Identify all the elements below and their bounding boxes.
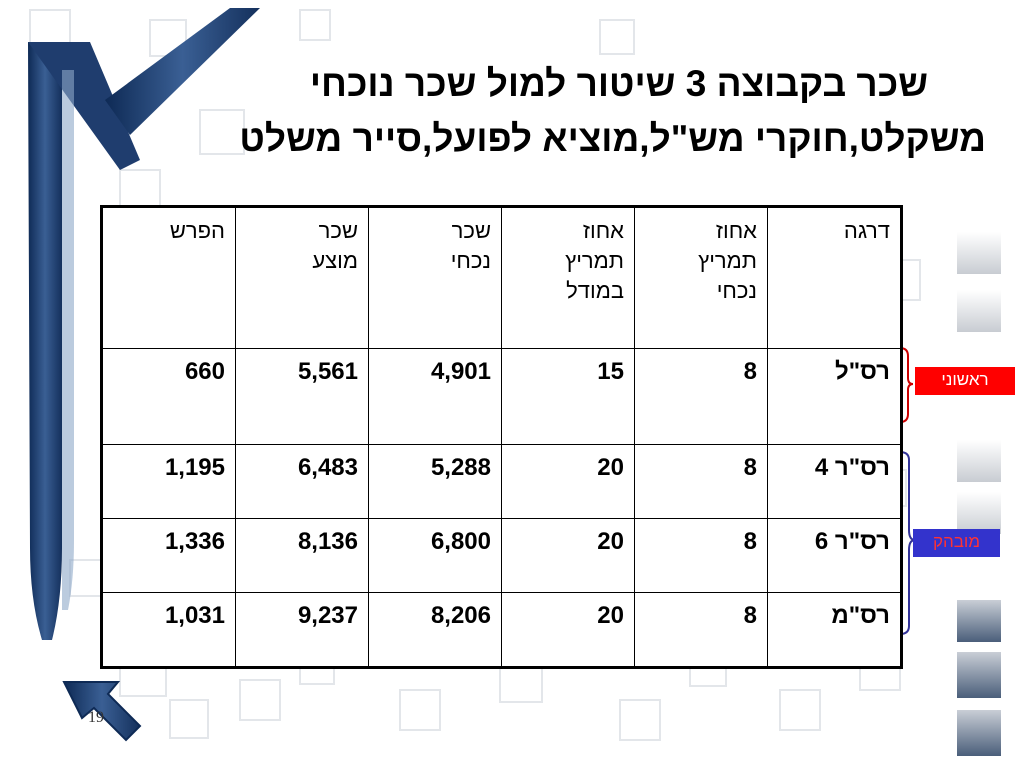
header-line: מוצע <box>312 248 358 273</box>
arrow-icon <box>62 681 142 742</box>
header-line: אחוז <box>582 218 624 243</box>
slide-number: 19 <box>88 709 104 726</box>
frame-accent <box>28 8 260 640</box>
cell-current-incentive: 8 <box>634 444 768 519</box>
cell-model-incentive: 20 <box>501 444 635 519</box>
header-current-incentive: אחוז תמריץ נכחי <box>634 206 768 349</box>
header-line: אחוז <box>715 218 757 243</box>
cell-model-incentive: 20 <box>501 518 635 593</box>
label-senior: מובהק <box>913 529 1000 557</box>
cell-current-incentive: 8 <box>634 518 768 593</box>
cell-difference: 1,031 <box>101 592 236 668</box>
header-line: נכחי <box>716 278 757 303</box>
header-line: נכחי <box>450 248 491 273</box>
cell-model-incentive: 15 <box>501 348 635 445</box>
cell-current-incentive: 8 <box>634 348 768 445</box>
header-line: שכר <box>318 218 358 243</box>
table-row: רס"ר 4 8 20 5,288 6,483 1,195 <box>101 444 902 519</box>
table-header-row: דרגה אחוז תמריץ נכחי אחוז תמריץ במודל שכ… <box>101 206 902 349</box>
cell-rank: רס"ר 6 <box>767 518 902 593</box>
header-current-salary: שכר נכחי <box>368 206 502 349</box>
cell-proposed-salary: 6,483 <box>235 444 369 519</box>
salary-table: דרגה אחוז תמריץ נכחי אחוז תמריץ במודל שכ… <box>100 205 903 669</box>
cell-proposed-salary: 8,136 <box>235 518 369 593</box>
slide-title-line2: משקלט,חוקרי מש"ל,מוציא לפועל,סייר משלט <box>239 118 986 159</box>
table-row: רס"ר 6 8 20 6,800 8,136 1,336 <box>101 518 902 593</box>
header-line: במודל <box>566 278 624 303</box>
cell-proposed-salary: 9,237 <box>235 592 369 668</box>
brace-first <box>899 347 914 423</box>
cell-current-salary: 6,800 <box>368 518 502 593</box>
table-row: רס"ל 8 15 4,901 5,561 660 <box>101 348 902 445</box>
header-rank: דרגה <box>767 206 902 349</box>
cell-proposed-salary: 5,561 <box>235 348 369 445</box>
cell-difference: 1,195 <box>101 444 236 519</box>
cell-current-salary: 8,206 <box>368 592 502 668</box>
cell-difference: 1,336 <box>101 518 236 593</box>
cell-rank: רס"מ <box>767 592 902 668</box>
cell-current-salary: 4,901 <box>368 348 502 445</box>
cell-current-salary: 5,288 <box>368 444 502 519</box>
header-line: הפרש <box>169 218 225 243</box>
header-model-incentive: אחוז תמריץ במודל <box>501 206 635 349</box>
label-first: ראשוני <box>915 367 1015 395</box>
cell-model-incentive: 20 <box>501 592 635 668</box>
header-proposed-salary: שכר מוצע <box>235 206 369 349</box>
table-row: רס"מ 8 20 8,206 9,237 1,031 <box>101 592 902 668</box>
header-line: תמריץ <box>565 248 624 273</box>
cell-difference: 660 <box>101 348 236 445</box>
slide-title-line1: שכר בקבוצה 3 שיטור למול שכר נוכחי <box>309 63 928 104</box>
header-difference: הפרש <box>101 206 236 349</box>
cell-rank: רס"ל <box>767 348 902 445</box>
gradient-squares-column <box>957 232 1001 756</box>
cell-rank: רס"ר 4 <box>767 444 902 519</box>
cell-current-incentive: 8 <box>634 592 768 668</box>
header-line: תמריץ <box>698 248 757 273</box>
header-line: שכר <box>451 218 491 243</box>
header-line: דרגה <box>843 218 890 243</box>
